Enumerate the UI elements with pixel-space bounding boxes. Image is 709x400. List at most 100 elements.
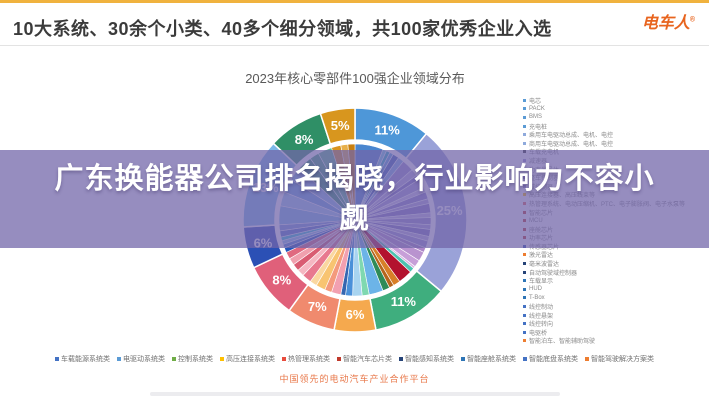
- legend-marker-square: [282, 357, 286, 361]
- svg-text:8%: 8%: [272, 273, 291, 288]
- legend-item-label: 智能感知系统类: [405, 356, 454, 363]
- legend-item-label: 电驱桥: [529, 330, 548, 337]
- legend-marker-square: [220, 357, 224, 361]
- registered-mark: ®: [689, 16, 695, 24]
- category-legend-item: 热管理系统类: [282, 354, 330, 364]
- legend-item-label: HUD: [529, 286, 542, 293]
- chart-title: 2023年核心零部件100强企业领域分布: [245, 71, 465, 86]
- category-legend-item: 高压连接系统类: [220, 354, 275, 364]
- subcategory-legend-item: 激光雷达: [523, 251, 707, 260]
- legend-marker-square: [337, 357, 341, 361]
- legend-item-label: 智能底盘系统类: [529, 356, 578, 363]
- legend-item-label: 线控悬架: [529, 313, 554, 320]
- legend-item-label: 车载显示: [529, 279, 554, 286]
- footer-divider-bar: [150, 392, 560, 396]
- subcategory-legend-item: 电驱桥: [523, 328, 707, 337]
- footer-tagline: 中国领先的电动汽车产业合作平台: [279, 374, 430, 384]
- legend-item-label: 电芯: [529, 98, 542, 105]
- legend-item-label: 电驱动系统类: [123, 356, 165, 363]
- subcategory-legend-item: 车载显示: [523, 276, 707, 285]
- legend-item-label: T-Box: [529, 294, 545, 301]
- legend-item-label: 智能汽车芯片类: [343, 356, 392, 363]
- legend-marker-square: [585, 357, 589, 361]
- svg-text:8%: 8%: [295, 132, 314, 147]
- legend-marker-dot: [523, 253, 526, 257]
- legend-item-label: 控制系统类: [178, 356, 213, 363]
- legend-marker-dot: [523, 322, 526, 326]
- svg-text:6%: 6%: [346, 307, 365, 322]
- legend-marker-dot: [523, 313, 526, 317]
- legend-item-label: 毫米波雷达: [529, 262, 560, 268]
- legend-marker-square: [55, 357, 59, 361]
- subcategory-legend-item: PACK: [523, 105, 707, 114]
- headline-overlay: 广东换能器公司排名揭晓，行业影响力不容小觑: [0, 150, 709, 248]
- category-legend-item: 车载能源系统类: [55, 354, 110, 364]
- legend-marker-square: [461, 357, 465, 361]
- subcategory-legend-item: 线控转向: [523, 319, 707, 328]
- legend-item-label: 充电桩: [529, 124, 548, 131]
- header-banner: 10大系统、30余个小类、40多个细分领域，共100家优秀企业入选 电车人®: [0, 3, 709, 46]
- legend-item-label: 智能泊车、智能辅助驾驶: [529, 339, 596, 346]
- subcategory-legend-item: 线控悬架: [523, 311, 707, 320]
- legend-item-label: PACK: [529, 105, 545, 112]
- legend-item-label: 乘用车电驱动总成、电机、电控: [529, 133, 614, 139]
- legend-item-label: BMS: [529, 114, 543, 121]
- category-legend-item: 智能感知系统类: [399, 354, 454, 364]
- category-legend: 车载能源系统类 电驱动系统类 控制系统类 高压连接系统类 热管理系统类 智能汽车…: [0, 348, 709, 366]
- legend-marker-dot: [523, 133, 526, 137]
- subcategory-legend-item: 自动驾驶域控制器: [523, 268, 707, 277]
- legend-item-label: 热管理系统类: [288, 356, 330, 363]
- legend-marker-square: [172, 357, 176, 361]
- legend-item-label: 高压连接系统类: [226, 356, 275, 363]
- legend-marker-dot: [523, 98, 526, 102]
- legend-item-label: 智能驾驶解决方案类: [591, 356, 654, 363]
- category-legend-item: 智能驾驶解决方案类: [585, 354, 654, 364]
- subcategory-legend-item: 智能泊车、智能辅助驾驶: [523, 337, 707, 346]
- legend-item-label: 线控制动: [529, 305, 554, 311]
- legend-marker-dot: [523, 270, 526, 274]
- legend-item-label: 智能座舱系统类: [467, 356, 516, 363]
- legend-marker-dot: [523, 330, 526, 334]
- subcategory-legend-item: 充电桩: [523, 122, 707, 131]
- legend-marker-dot: [523, 124, 526, 128]
- header-title: 10大系统、30余个小类、40多个细分领域，共100家优秀企业入选: [13, 19, 552, 39]
- legend-marker-dot: [523, 305, 526, 309]
- legend-item-label: 商用车电驱动总成、电机、电控: [529, 141, 614, 148]
- category-legend-item: 控制系统类: [172, 354, 213, 364]
- legend-marker-square: [117, 357, 121, 361]
- legend-marker-dot: [523, 107, 526, 111]
- category-legend-item: 智能汽车芯片类: [337, 354, 392, 364]
- legend-marker-square: [399, 357, 403, 361]
- svg-text:7%: 7%: [308, 299, 327, 314]
- top-accent-strip: [0, 0, 709, 3]
- category-legend-item: 电驱动系统类: [117, 354, 165, 364]
- subcategory-legend-item: 线控制动: [523, 302, 707, 311]
- subcategory-legend-item: 商用车电驱动总成、电机、电控: [523, 139, 707, 148]
- legend-marker-square: [523, 357, 527, 361]
- subcategory-legend-item: BMS: [523, 113, 707, 122]
- category-legend-item: 智能底盘系统类: [523, 354, 578, 364]
- subcategory-legend-item: 电芯: [523, 96, 707, 105]
- legend-item-label: 线控转向: [529, 322, 554, 329]
- legend-marker-dot: [523, 141, 526, 145]
- subcategory-legend-item: T-Box: [523, 294, 707, 303]
- headline-text: 广东换能器公司排名揭晓，行业影响力不容小觑: [54, 163, 655, 235]
- legend-marker-dot: [523, 339, 526, 343]
- legend-item-label: 激光雷达: [529, 253, 554, 260]
- legend-item-label: 车载能源系统类: [61, 356, 110, 363]
- svg-text:11%: 11%: [375, 123, 401, 138]
- legend-marker-dot: [523, 115, 526, 119]
- brand-logo: 电车人®: [642, 9, 695, 33]
- svg-text:11%: 11%: [391, 294, 417, 309]
- svg-text:5%: 5%: [331, 118, 350, 133]
- legend-marker-dot: [523, 287, 526, 291]
- legend-marker-dot: [523, 296, 526, 300]
- legend-marker-dot: [523, 262, 526, 266]
- legend-item-label: 自动驾驶域控制器: [529, 270, 578, 277]
- subcategory-legend-item: HUD: [523, 285, 707, 294]
- subcategory-legend-item: 乘用车电驱动总成、电机、电控: [523, 130, 707, 139]
- brand-logo-text: 电车人: [641, 15, 690, 32]
- legend-marker-dot: [523, 279, 526, 283]
- category-legend-item: 智能座舱系统类: [461, 354, 516, 364]
